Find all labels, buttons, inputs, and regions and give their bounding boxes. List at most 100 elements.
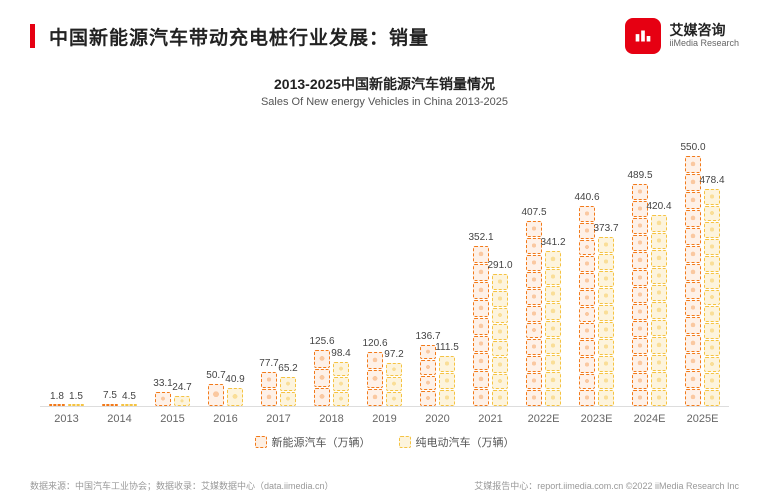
value-label: 550.0 [680,142,705,155]
car-icon [492,274,508,290]
bar-nev: 50.7 [208,383,224,406]
car-icon [704,222,720,238]
brand: 艾媒咨询 iiMedia Research [625,18,739,54]
chart-area: 2013-2025中国新能源汽车销量情况 Sales Of New energy… [0,64,769,450]
car-icon [651,268,667,284]
car-icon [704,373,720,389]
car-icon [704,340,720,356]
car-icon [155,392,171,406]
car-icon [632,373,648,389]
brand-logo-icon [625,18,661,54]
chart-title-en: Sales Of New energy Vehicles in China 20… [40,96,729,108]
value-label: 7.5 [103,390,117,403]
value-label: 373.7 [593,223,618,236]
car-icon [492,390,508,406]
car-icon [526,390,542,406]
year-group: 33.124.7 [146,391,199,406]
car-icon [174,396,190,406]
car-icon [526,339,542,355]
axis-label: 2017 [252,407,305,432]
car-icon [492,308,508,324]
car-icon [473,389,489,406]
car-icon [333,377,349,391]
value-label: 40.9 [225,374,244,387]
value-label: 291.0 [487,260,512,273]
accent-bar [30,24,35,48]
title-wrap: 中国新能源汽车带动充电桩行业发展：销量 [30,23,429,50]
value-label: 50.7 [206,370,225,383]
car-icon [598,390,614,406]
car-icon [579,240,595,256]
year-group: 489.5420.4 [623,183,676,406]
car-icon [685,156,701,173]
value-label: 24.7 [172,382,191,395]
axis-label: 2025E [676,407,729,432]
car-icon [420,391,436,406]
car-icon [598,356,614,372]
car-icon [473,282,489,299]
x-axis: 2013201420152016201720182019202020212022… [40,406,729,432]
car-icon [526,373,542,389]
car-icon [598,373,614,389]
car-icon [598,254,614,270]
car-icon [685,317,701,334]
bar-bev: 98.4 [333,361,349,406]
car-icon [545,321,561,337]
car-icon [598,305,614,321]
car-icon [704,189,720,205]
car-icon [704,357,720,373]
car-icon [526,221,542,237]
value-label: 478.4 [699,175,724,188]
value-label: 341.2 [540,237,565,250]
car-icon [473,318,489,335]
legend-item-nev: 新能源汽车（万辆） [255,434,371,450]
car-icon [473,353,489,370]
car-icon [545,269,561,285]
car-icon [333,392,349,406]
axis-label: 2022E [517,407,570,432]
year-group: 550.0478.4 [676,155,729,406]
car-icon [632,252,648,268]
legend-item-bev: 纯电动汽车（万辆） [399,434,515,450]
car-icon [651,320,667,336]
year-group: 120.697.2 [358,351,411,406]
car-icon [651,250,667,266]
car-icon [473,371,489,388]
axis-label: 2021 [464,407,517,432]
car-icon [439,390,455,406]
car-icon [280,377,296,391]
footer-copyright: 艾媒报告中心：report.iimedia.com.cn ©2022 iiMed… [474,479,739,492]
car-icon [632,270,648,286]
car-icon [333,362,349,376]
car-icon [579,390,595,406]
car-icon [651,337,667,353]
car-icon [632,355,648,371]
car-icon [598,339,614,355]
value-label: 98.4 [331,348,350,361]
year-group: 50.740.9 [199,383,252,406]
bar-bev: 24.7 [174,395,190,406]
car-icon [579,290,595,306]
car-icon [579,340,595,356]
car-icon [386,363,402,377]
car-icon [632,304,648,320]
car-icon [420,376,436,391]
axis-label: 2015 [146,407,199,432]
bar-bev: 40.9 [227,387,243,406]
axis-label: 2023E [570,407,623,432]
bar-nev: 550.0 [685,155,701,406]
car-icon [685,228,701,245]
value-label: 111.5 [435,342,459,355]
axis-label: 2014 [93,407,146,432]
car-icon [685,246,701,263]
car-icon [704,306,720,322]
car-icon [685,389,701,406]
car-icon [492,374,508,390]
footer: 数据来源：中国汽车工业协会；数据收录：艾媒数据中心（data.iimedia.c… [0,479,769,492]
chart-title-cn: 2013-2025中国新能源汽车销量情况 [40,74,729,94]
car-icon [439,373,455,389]
bar-bev: 111.5 [439,355,455,406]
car-icon [598,237,614,253]
value-label: 407.5 [521,207,546,220]
car-icon [227,388,243,406]
